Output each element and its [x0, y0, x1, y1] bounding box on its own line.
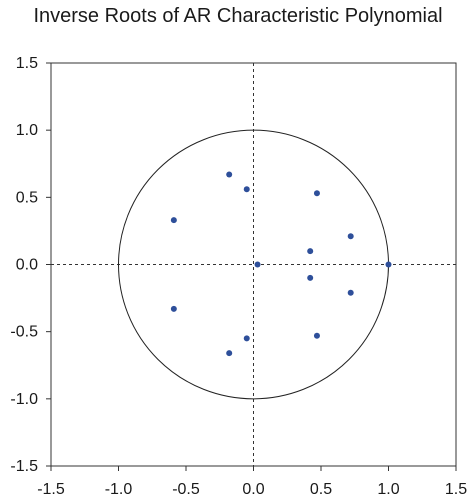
y-tick-label: -0.5 — [10, 324, 38, 341]
x-tick-label: 0.5 — [310, 481, 332, 498]
y-tick-label: -1.5 — [10, 458, 38, 475]
x-tick-label: -1.5 — [37, 481, 65, 498]
root-point — [254, 261, 261, 268]
root-point — [226, 171, 233, 178]
root-point — [243, 186, 250, 193]
root-point — [226, 350, 233, 357]
chart-title: Inverse Roots of AR Characteristic Polyn… — [33, 5, 443, 27]
y-tick-label: 1.5 — [16, 55, 38, 72]
y-tick-label: 0.5 — [16, 189, 38, 206]
root-point — [307, 274, 314, 281]
root-point — [347, 289, 354, 296]
root-point — [313, 332, 320, 339]
y-tick-label: 1.0 — [16, 122, 38, 139]
y-tick-label: 0.0 — [16, 257, 38, 274]
x-tick-label: -1.0 — [105, 481, 133, 498]
x-tick-label: 0.0 — [242, 481, 264, 498]
x-tick-label: 1.5 — [445, 481, 467, 498]
root-point — [170, 305, 177, 312]
root-point — [347, 233, 354, 240]
x-tick-label: 1.0 — [377, 481, 399, 498]
root-point — [313, 190, 320, 197]
root-point — [243, 335, 250, 342]
root-point — [170, 217, 177, 224]
y-tick-label: -1.0 — [10, 391, 38, 408]
root-point — [385, 261, 392, 268]
root-point — [307, 248, 314, 255]
x-tick-label: -0.5 — [172, 481, 200, 498]
